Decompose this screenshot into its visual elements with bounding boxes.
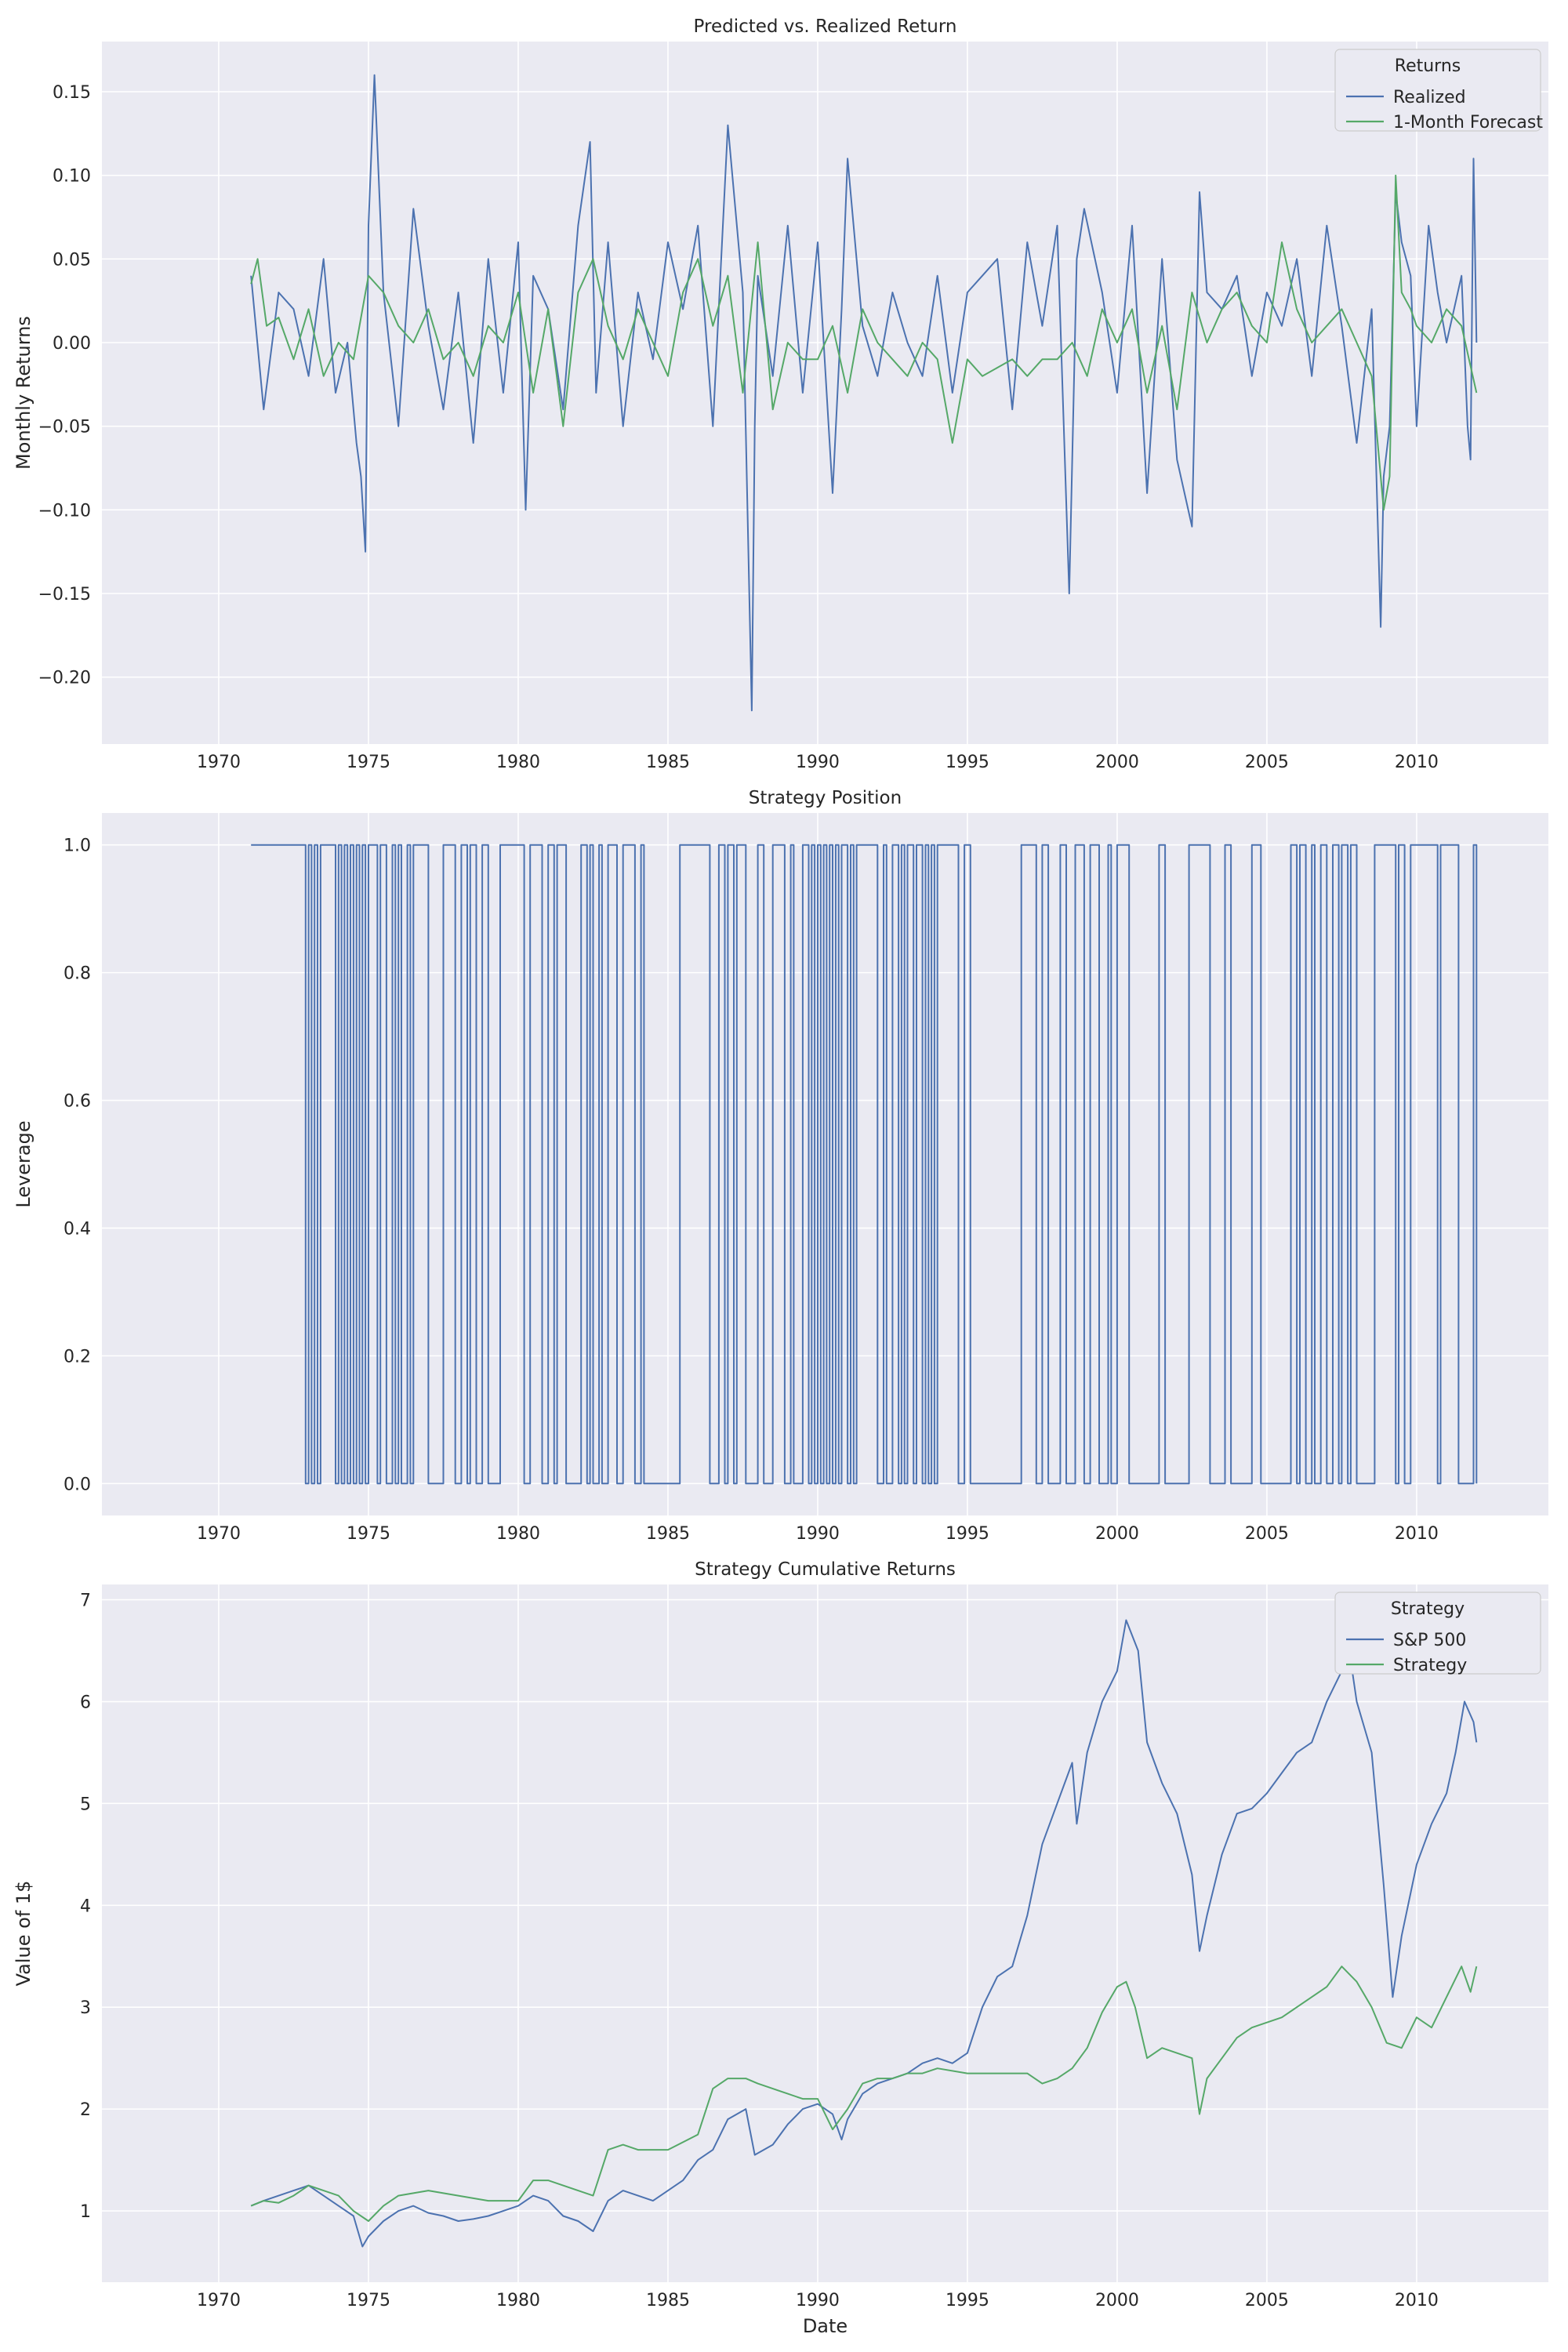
cumulative-panel: 1970 1975 1980 1985 1990 1995 2000 2005 2010 1 2 3 4… <box>13 1559 1548 2337</box>
y-tick-label: 6 <box>80 1693 91 1712</box>
y-tick-label: 7 <box>80 1591 91 1610</box>
x-tick-label: 1995 <box>946 1524 989 1544</box>
x-tick-label: 2005 <box>1245 753 1289 772</box>
y-tick-label: −0.05 <box>38 418 91 437</box>
x-tick-label: 1985 <box>646 2291 690 2310</box>
x-tick-label: 1970 <box>197 753 241 772</box>
x-tick-label: 2010 <box>1395 2291 1439 2310</box>
y-tick-label: 0.2 <box>64 1347 91 1367</box>
y-tick-label: 4 <box>80 1896 91 1916</box>
position-y-axis-label: Leverage <box>13 1120 34 1207</box>
x-tick-label: 1975 <box>347 1524 390 1544</box>
x-tick-label: 1975 <box>347 2291 390 2310</box>
position-tick-labels: 1970 1975 1980 1985 1990 1995 2000 2005 2010 0.0 0… <box>64 837 1439 1544</box>
returns-panel: 1970 1975 1980 1985 1990 1995 2000 2005 2010 −0.2… <box>13 16 1548 772</box>
returns-y-axis-label: Monthly Returns <box>13 316 34 470</box>
cumulative-legend: Strategy S&P 500 Strategy <box>1334 1592 1541 1675</box>
returns-series <box>250 74 1478 712</box>
returns-legend-title: Returns <box>1395 56 1461 76</box>
y-tick-label: 2 <box>80 2100 91 2120</box>
y-tick-label: 5 <box>80 1795 91 1814</box>
series-line <box>250 174 1478 511</box>
x-tick-label: 2010 <box>1395 1524 1439 1544</box>
legend-label-sp500: S&P 500 <box>1393 1631 1466 1650</box>
y-tick-label: −0.10 <box>38 501 91 521</box>
cumulative-x-axis-label: Date <box>803 2315 848 2337</box>
legend-label-strategy: Strategy <box>1393 1656 1467 1675</box>
x-tick-label: 1990 <box>796 2291 840 2310</box>
y-tick-label: 1 <box>80 2202 91 2222</box>
returns-legend-box <box>1334 49 1541 132</box>
returns-legend: Returns Realized 1-Month Forecast <box>1334 49 1543 132</box>
y-tick-label: −0.20 <box>38 669 91 688</box>
returns-chart-title: Predicted vs. Realized Return <box>694 16 957 37</box>
position-series <box>251 844 1478 1485</box>
y-tick-label: −0.15 <box>38 585 91 604</box>
y-tick-label: 0.15 <box>53 83 91 103</box>
x-tick-label: 1990 <box>796 1524 840 1544</box>
y-tick-label: 0.0 <box>64 1475 91 1494</box>
y-tick-label: 0.10 <box>53 167 91 187</box>
x-tick-label: 2005 <box>1245 1524 1289 1544</box>
position-axes-background <box>102 813 1548 1515</box>
x-tick-label: 1980 <box>496 753 540 772</box>
x-tick-label: 1985 <box>646 1524 690 1544</box>
series-line <box>251 844 1478 1485</box>
cumulative-tick-labels: 1970 1975 1980 1985 1990 1995 2000 2005 2010 1 2 3 4… <box>80 1591 1439 2310</box>
x-tick-label: 1990 <box>796 753 840 772</box>
y-tick-label: 0.00 <box>53 334 91 354</box>
x-tick-label: 1995 <box>946 753 989 772</box>
legend-label-realized: Realized <box>1393 88 1466 107</box>
legend-label-forecast: 1-Month Forecast <box>1393 113 1543 132</box>
y-tick-label: 0.05 <box>53 250 91 270</box>
cumulative-chart-title: Strategy Cumulative Returns <box>695 1559 956 1580</box>
cumulative-y-axis-label: Value of 1$ <box>13 1881 34 1987</box>
position-chart-title: Strategy Position <box>749 788 902 808</box>
x-tick-label: 1975 <box>347 753 390 772</box>
position-panel: 1970 1975 1980 1985 1990 1995 2000 2005 2010 0.0 0… <box>13 788 1548 1544</box>
y-tick-label: 1.0 <box>64 837 91 856</box>
x-tick-label: 1970 <box>197 2291 241 2310</box>
returns-axes-background <box>102 42 1548 744</box>
x-tick-label: 1980 <box>496 1524 540 1544</box>
x-tick-label: 2000 <box>1095 2291 1139 2310</box>
cumulative-series <box>250 1619 1478 2248</box>
cumulative-legend-box <box>1334 1592 1541 1675</box>
series-line <box>250 1965 1478 2222</box>
y-tick-label: 0.6 <box>64 1092 91 1112</box>
y-tick-label: 3 <box>80 1998 91 2018</box>
x-tick-label: 1985 <box>646 753 690 772</box>
x-tick-label: 2005 <box>1245 2291 1289 2310</box>
x-tick-label: 2010 <box>1395 753 1439 772</box>
cumulative-axes-background <box>102 1584 1548 2282</box>
x-tick-label: 2000 <box>1095 1524 1139 1544</box>
x-tick-label: 1980 <box>496 2291 540 2310</box>
cumulative-gridlines <box>102 1584 1548 2282</box>
x-tick-label: 1995 <box>946 2291 989 2310</box>
returns-tick-labels: 1970 1975 1980 1985 1990 1995 2000 2005 2010 −0.2… <box>38 83 1439 772</box>
cumulative-legend-title: Strategy <box>1391 1599 1465 1619</box>
y-tick-label: 0.8 <box>64 964 91 984</box>
series-line <box>250 74 1478 712</box>
x-tick-label: 2000 <box>1095 753 1139 772</box>
y-tick-label: 0.4 <box>64 1219 91 1239</box>
x-tick-label: 1970 <box>197 1524 241 1544</box>
